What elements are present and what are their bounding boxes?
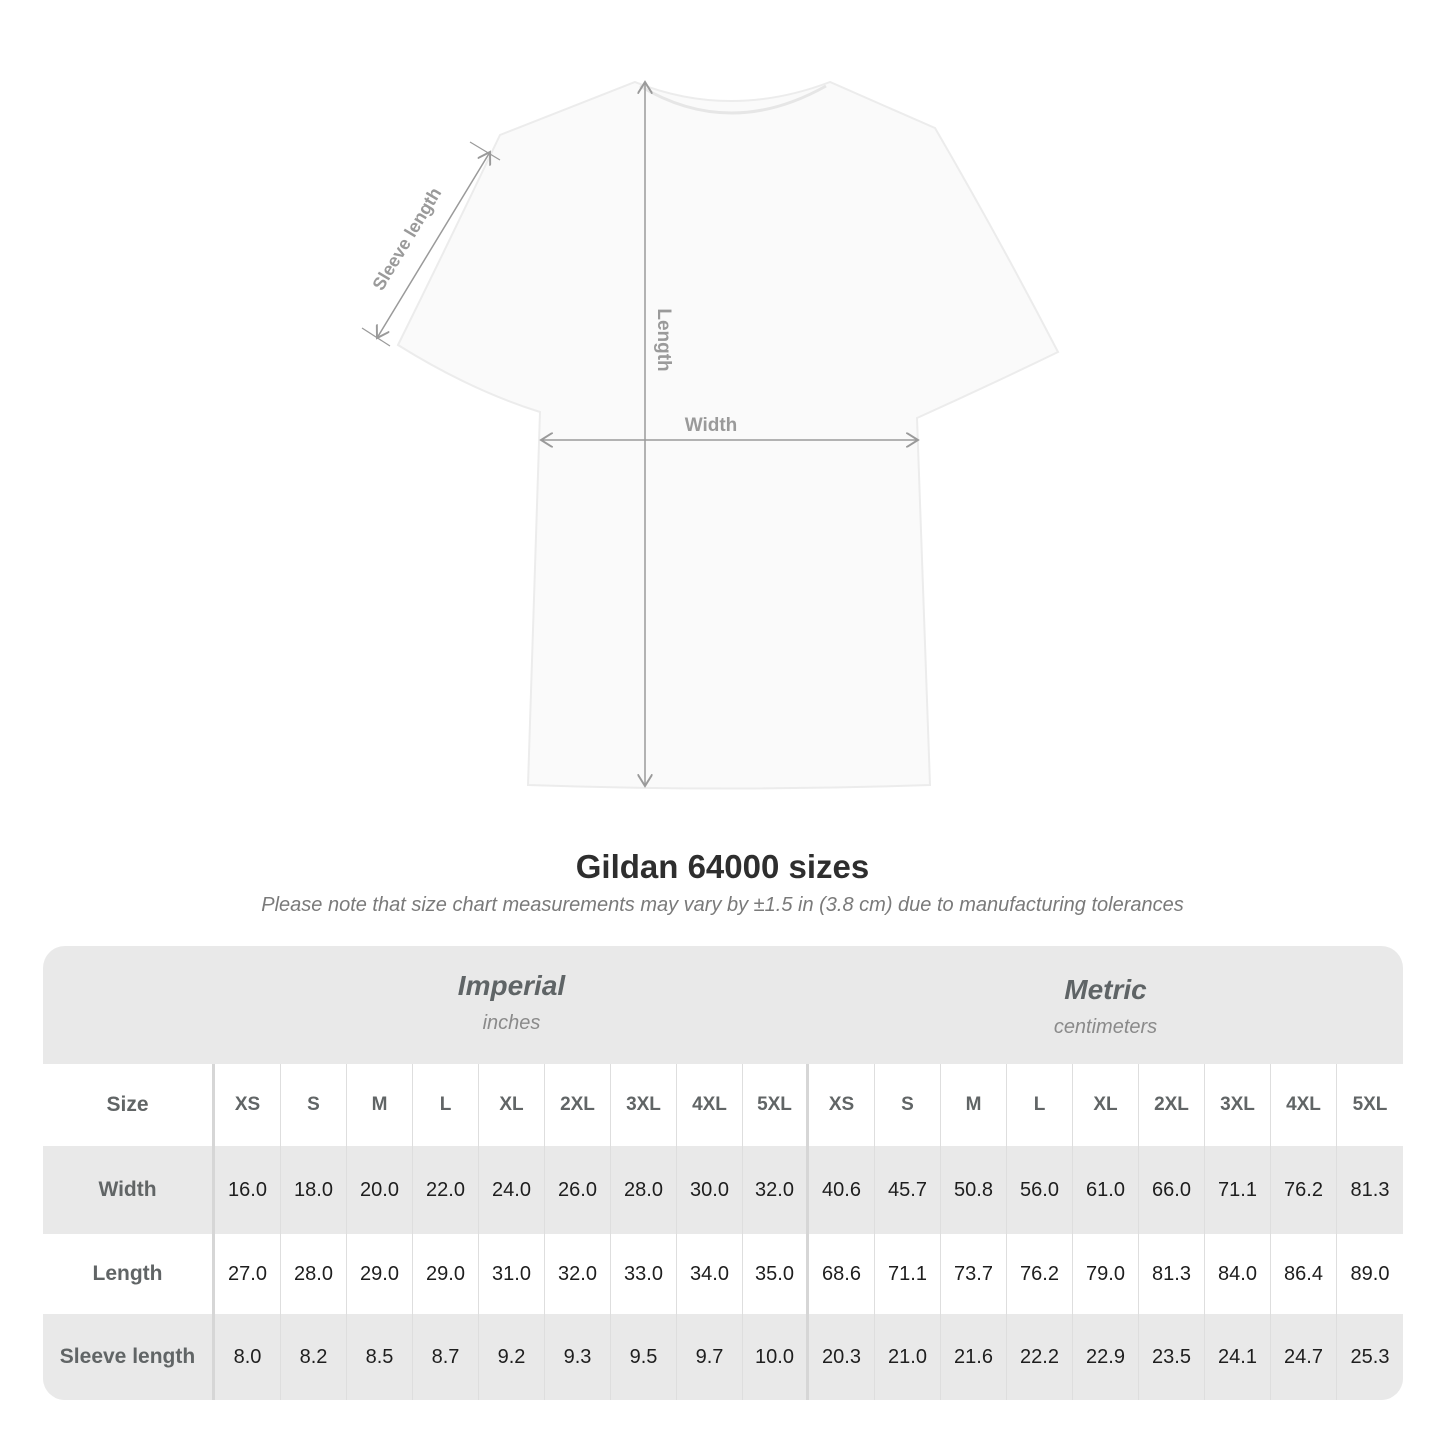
imperial-value-cell: 34.0	[677, 1234, 743, 1314]
metric-value-cell: 24.7	[1271, 1314, 1337, 1400]
metric-value-cell: 79.0	[1073, 1234, 1139, 1314]
metric-value-cell: 23.5	[1139, 1314, 1205, 1400]
size-metric-2xl: 2XL	[1139, 1064, 1205, 1146]
imperial-value-cell: 33.0	[611, 1234, 677, 1314]
width-label: Width	[685, 415, 738, 436]
metric-header: Metric centimeters	[808, 974, 1403, 1092]
size-metric-xl: XL	[1073, 1064, 1139, 1146]
size-imperial-5xl: 5XL	[743, 1064, 809, 1146]
imperial-value-cell: 9.2	[479, 1314, 545, 1400]
imperial-header: Imperial inches	[215, 970, 808, 1088]
metric-value-cell: 50.8	[941, 1146, 1007, 1234]
imperial-value-cell: 31.0	[479, 1234, 545, 1314]
imperial-value-cell: 35.0	[743, 1234, 809, 1314]
metric-title: Metric	[1064, 974, 1147, 1005]
size-imperial-xl: XL	[479, 1064, 545, 1146]
imperial-value-cell: 22.0	[413, 1146, 479, 1234]
metric-value-cell: 24.1	[1205, 1314, 1271, 1400]
size-imperial-xs: XS	[215, 1064, 281, 1146]
metric-value-cell: 56.0	[1007, 1146, 1073, 1234]
metric-value-cell: 68.6	[809, 1234, 875, 1314]
table-row: Length 27.0 28.0 29.0 29.0 31.0 32.0 33.0 34.0 35…	[43, 1234, 1403, 1314]
metric-value-cell: 81.3	[1350, 1178, 1390, 1201]
metric-value-cell: 86.4	[1271, 1234, 1337, 1314]
size-imperial-m: M	[347, 1064, 413, 1146]
imperial-value-cell: 29.0	[347, 1234, 413, 1314]
size-metric-m: M	[941, 1064, 1007, 1146]
imperial-value-cell: 9.5	[611, 1314, 677, 1400]
size-imperial-4xl: 4XL	[677, 1064, 743, 1146]
size-metric-5xl: 5XL	[1352, 1094, 1388, 1115]
size-metric-l: L	[1007, 1064, 1073, 1146]
imperial-value-cell: 26.0	[545, 1146, 611, 1234]
metric-value-cell: 40.6	[809, 1146, 875, 1234]
imperial-value-cell: 16.0	[215, 1146, 281, 1234]
table-row: Width 16.0 18.0 20.0 22.0 24.0 26.0 28.0 30.0 32.…	[43, 1146, 1403, 1234]
imperial-value-cell: 9.7	[677, 1314, 743, 1400]
metric-value-cell: 81.3	[1139, 1234, 1205, 1314]
imperial-value-cell: 10.0	[743, 1314, 809, 1400]
table-row: Sleeve length 8.0 8.2 8.5 8.7 9.2 9.3 9.5 9.7 10.…	[43, 1314, 1403, 1400]
size-metric-3xl: 3XL	[1205, 1064, 1271, 1146]
imperial-value-cell: 9.3	[545, 1314, 611, 1400]
imperial-value-cell: 32.0	[545, 1234, 611, 1314]
imperial-value-cell: 28.0	[281, 1234, 347, 1314]
imperial-value-cell: 8.7	[413, 1314, 479, 1400]
row-label: Sleeve length	[43, 1314, 215, 1400]
metric-value-cell: 76.2	[1271, 1146, 1337, 1234]
imperial-value-cell: 20.0	[347, 1146, 413, 1234]
metric-value-cell: 45.7	[875, 1146, 941, 1234]
imperial-value-cell: 28.0	[611, 1146, 677, 1234]
metric-value-cell: 73.7	[941, 1234, 1007, 1314]
metric-value-cell: 21.0	[875, 1314, 941, 1400]
imperial-value-cell: 32.0	[743, 1146, 809, 1234]
size-imperial-2xl: 2XL	[545, 1064, 611, 1146]
imperial-title: Imperial	[457, 970, 566, 1001]
imperial-unit: inches	[482, 1012, 541, 1034]
metric-value-cell: 61.0	[1073, 1146, 1139, 1234]
imperial-value-cell: 27.0	[215, 1234, 281, 1314]
metric-value-cell: 22.9	[1073, 1314, 1139, 1400]
metric-value-cell: 76.2	[1007, 1234, 1073, 1314]
page-title: Gildan 64000 sizes	[575, 848, 870, 885]
imperial-value-cell: 24.0	[479, 1146, 545, 1234]
metric-value-cell: 21.6	[941, 1314, 1007, 1400]
metric-value-cell: 66.0	[1139, 1146, 1205, 1234]
size-metric-xs: XS	[809, 1064, 875, 1146]
size-header-row: Size XS S M L XL 2XL 3XL 4XL 5XL XS S M L XL 2XL 3XL 4XL 5…	[43, 1064, 1403, 1146]
imperial-value-cell: 30.0	[677, 1146, 743, 1234]
metric-value-cell: 84.0	[1205, 1234, 1271, 1314]
imperial-value-cell: 8.5	[347, 1314, 413, 1400]
row-label: Width	[43, 1146, 215, 1234]
imperial-value-cell: 8.2	[281, 1314, 347, 1400]
metric-unit: centimeters	[1053, 1016, 1158, 1038]
size-imperial-s: S	[281, 1064, 347, 1146]
size-imperial-3xl: 3XL	[611, 1064, 677, 1146]
imperial-value-cell: 18.0	[281, 1146, 347, 1234]
metric-value-cell: 22.2	[1007, 1314, 1073, 1400]
size-imperial-l: L	[413, 1064, 479, 1146]
row-label: Length	[43, 1234, 215, 1314]
metric-value-cell: 71.1	[1205, 1146, 1271, 1234]
size-table: Imperial inches Metric centimeters Size X…	[43, 946, 1403, 1400]
size-metric-4xl: 4XL	[1271, 1064, 1337, 1146]
size-metric-s: S	[875, 1064, 941, 1146]
metric-value-cell: 20.3	[809, 1314, 875, 1400]
tshirt-diagram: Sleeve length Length Width	[361, 0, 1060, 790]
metric-value-cell: 71.1	[875, 1234, 941, 1314]
tolerance-note: Please note that size chart measurements…	[261, 894, 1184, 916]
length-label: Length	[653, 308, 674, 371]
size-label: Size	[43, 1064, 215, 1146]
imperial-value-cell: 8.0	[215, 1314, 281, 1400]
imperial-value-cell: 29.0	[413, 1234, 479, 1314]
metric-value-cell: 25.3	[1350, 1345, 1390, 1368]
sleeve-measure-line	[377, 152, 490, 338]
metric-value-cell: 89.0	[1350, 1262, 1390, 1285]
